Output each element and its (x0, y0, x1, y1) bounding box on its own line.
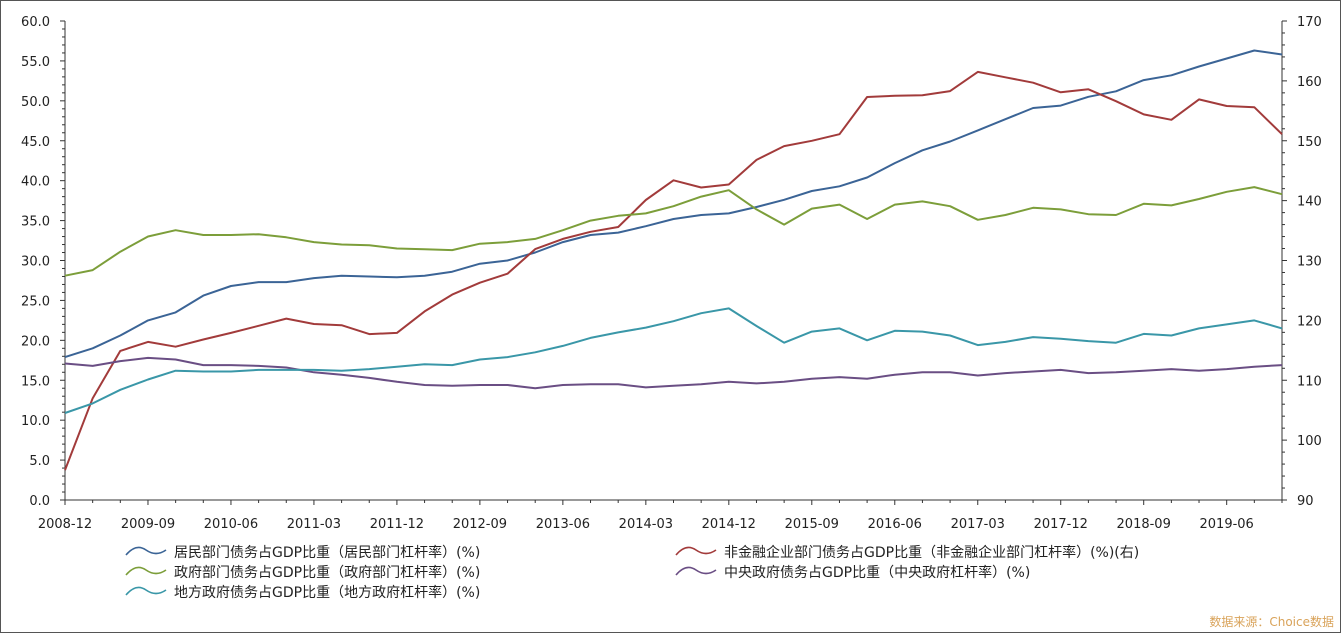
legend-label: 居民部门债务占GDP比重（居民部门杠杆率）(%) (174, 544, 480, 561)
left-tick-label: 15.0 (21, 374, 50, 389)
x-tick-label: 2008-12 (38, 517, 92, 532)
legend-label: 地方政府债务占GDP比重（地方政府杠杆率）(%) (174, 584, 480, 601)
series-line-0 (64, 49, 1283, 359)
right-tick-label: 110 (1297, 374, 1322, 389)
source-label: 数据来源：Choice数据 (1209, 615, 1334, 629)
x-tick-label: 2012-09 (453, 517, 507, 532)
right-tick-label: 150 (1297, 135, 1322, 150)
right-tick-label: 90 (1297, 494, 1314, 509)
legend-label: 非金融企业部门债务占GDP比重（非金融企业部门杠杆率）(%)(右) (724, 544, 1139, 561)
right-tick-label: 100 (1297, 434, 1322, 449)
right-tick-label: 120 (1297, 314, 1322, 329)
left-tick-label: 10.0 (21, 414, 50, 429)
x-tick-label: 2013-06 (536, 517, 590, 532)
legend-swatch (125, 566, 167, 576)
x-tick-label: 2010-06 (204, 517, 258, 532)
left-tick-label: 55.0 (21, 55, 50, 70)
legend-item-1: 非金融企业部门债务占GDP比重（非金融企业部门杠杆率）(%)(右) (675, 544, 1139, 561)
x-tick-label: 2015-09 (785, 517, 839, 532)
series-line-1 (64, 70, 1283, 471)
left-tick-label: 0.0 (29, 494, 50, 509)
legend-swatch (675, 566, 717, 576)
left-tick-label: 25.0 (21, 294, 50, 309)
x-tick-label: 2011-03 (287, 517, 341, 532)
x-tick-label: 2009-09 (121, 517, 175, 532)
legend-item-2: 政府部门债务占GDP比重（政府部门杠杆率）(%) (125, 564, 480, 581)
legend-item-0: 居民部门债务占GDP比重（居民部门杠杆率）(%) (125, 544, 480, 561)
right-tick-label: 130 (1297, 255, 1322, 270)
legend-item-3: 中央政府债务占GDP比重（中央政府杠杆率）(%) (675, 564, 1030, 581)
left-tick-label: 45.0 (21, 135, 50, 150)
x-tick-label: 2014-12 (702, 517, 756, 532)
legend-label: 政府部门债务占GDP比重（政府部门杠杆率）(%) (174, 564, 480, 581)
left-tick-label: 30.0 (21, 255, 50, 270)
x-tick-label: 2017-03 (951, 517, 1005, 532)
axes: 0.0 5.0 10.0 15.0 20.0 25.0 30.0 35.0 40.0 45.0 50… (21, 15, 1322, 532)
legend: 居民部门债务占GDP比重（居民部门杠杆率）(%) 非金融企业部门债务占GDP比重（… (125, 544, 1139, 601)
legend-swatch (125, 546, 167, 556)
x-tick-label: 2016-06 (868, 517, 922, 532)
right-tick-label: 170 (1297, 15, 1322, 30)
x-tick-label: 2014-03 (619, 517, 673, 532)
series-line-2 (64, 186, 1283, 277)
left-tick-label: 60.0 (21, 15, 50, 30)
left-tick-label: 50.0 (21, 95, 50, 110)
series-lines (64, 49, 1283, 471)
x-tick-label: 2017-12 (1034, 517, 1088, 532)
series-line-3 (64, 356, 1283, 390)
left-tick-label: 35.0 (21, 215, 50, 230)
left-tick-label: 20.0 (21, 334, 50, 349)
right-tick-label: 160 (1297, 75, 1322, 90)
series-line-4 (64, 307, 1283, 414)
x-tick-label: 2019-06 (1200, 517, 1254, 532)
legend-swatch (675, 546, 717, 556)
left-tick-label: 5.0 (29, 454, 50, 469)
x-tick-label: 2018-09 (1117, 517, 1171, 532)
left-tick-label: 40.0 (21, 175, 50, 190)
x-tick-label: 2011-12 (370, 517, 424, 532)
legend-label: 中央政府债务占GDP比重（中央政府杠杆率）(%) (724, 564, 1030, 581)
right-tick-label: 140 (1297, 195, 1322, 210)
legend-item-4: 地方政府债务占GDP比重（地方政府杠杆率）(%) (125, 584, 480, 601)
legend-swatch (125, 586, 167, 596)
